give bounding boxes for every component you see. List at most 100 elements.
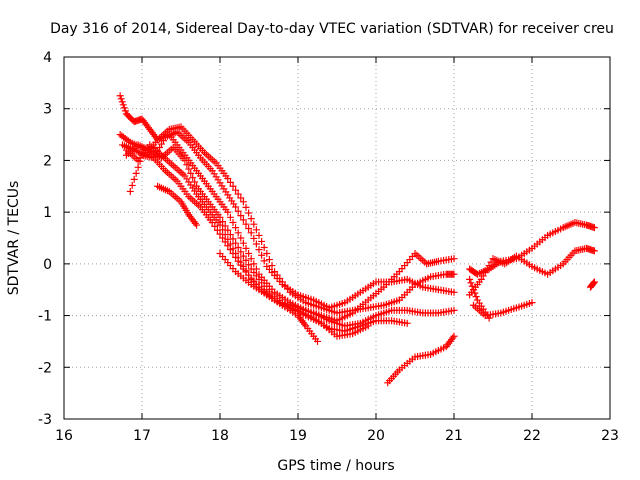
y-tick-label: 0 bbox=[43, 257, 52, 273]
data-point bbox=[468, 282, 476, 290]
data-point bbox=[265, 256, 273, 264]
data-point bbox=[189, 174, 197, 182]
data-point bbox=[237, 261, 245, 269]
x-axis-label: GPS time / hours bbox=[277, 458, 394, 474]
data-point bbox=[232, 253, 240, 261]
data-point bbox=[130, 175, 138, 183]
data-point bbox=[117, 95, 125, 103]
data-point bbox=[250, 220, 258, 228]
data-point bbox=[191, 178, 199, 186]
data-point bbox=[258, 237, 266, 245]
data-point bbox=[237, 194, 245, 202]
x-tick-label: 21 bbox=[445, 428, 463, 444]
data-point bbox=[234, 207, 242, 215]
x-tick-label: 18 bbox=[211, 428, 229, 444]
data-point bbox=[232, 224, 240, 232]
x-tick-label: 16 bbox=[55, 428, 73, 444]
data-point bbox=[216, 213, 224, 221]
data-point bbox=[467, 279, 475, 287]
data-point bbox=[187, 169, 195, 177]
data-point bbox=[239, 198, 247, 206]
data-point bbox=[121, 107, 129, 115]
y-tick-label: -3 bbox=[38, 412, 52, 428]
data-point bbox=[268, 262, 276, 270]
data-point bbox=[260, 243, 268, 251]
data-point bbox=[590, 279, 598, 287]
y-axis-label: SDTVAR / TECUs bbox=[6, 181, 22, 296]
data-point bbox=[247, 215, 255, 223]
plot-frame bbox=[63, 56, 611, 420]
data-point bbox=[136, 157, 144, 165]
data-point bbox=[119, 101, 127, 109]
data-point bbox=[211, 222, 219, 230]
data-point bbox=[116, 92, 124, 100]
data-point bbox=[590, 224, 598, 232]
data-point bbox=[191, 219, 199, 227]
data-point bbox=[242, 220, 250, 228]
y-tick-label: 1 bbox=[43, 205, 52, 221]
data-point bbox=[245, 250, 253, 258]
data-point bbox=[245, 225, 253, 233]
series-track-14 bbox=[587, 278, 598, 291]
series-track-13 bbox=[466, 275, 493, 322]
data-point bbox=[234, 257, 242, 265]
x-tick-label: 23 bbox=[601, 428, 619, 444]
data-point bbox=[590, 278, 598, 286]
data-point bbox=[232, 203, 240, 211]
data-point bbox=[364, 322, 372, 330]
data-point bbox=[237, 248, 245, 256]
data-point bbox=[232, 186, 240, 194]
data-point bbox=[450, 270, 458, 278]
data-point bbox=[126, 187, 134, 195]
data-point bbox=[242, 256, 250, 264]
data-point bbox=[234, 190, 242, 198]
data-points bbox=[116, 92, 598, 387]
data-point bbox=[258, 251, 266, 259]
data-point bbox=[242, 203, 250, 211]
data-point bbox=[216, 221, 224, 229]
data-point bbox=[403, 319, 411, 327]
data-point bbox=[450, 288, 458, 296]
data-point bbox=[226, 178, 234, 186]
data-point bbox=[247, 229, 255, 237]
data-point bbox=[232, 239, 240, 247]
data-point bbox=[250, 234, 258, 242]
y-tick-label: -1 bbox=[38, 309, 52, 325]
chart-title: Day 316 of 2014, Sidereal Day-to-day VTE… bbox=[50, 21, 614, 37]
x-tick-labels: 16 17 18 19 20 21 22 23 bbox=[55, 428, 619, 444]
data-point bbox=[229, 182, 237, 190]
y-tick-label: 4 bbox=[43, 50, 52, 66]
data-point bbox=[226, 213, 234, 221]
data-point bbox=[245, 209, 253, 217]
x-tick-label: 22 bbox=[523, 428, 541, 444]
data-point bbox=[185, 165, 193, 173]
x-tick-label: 17 bbox=[133, 428, 151, 444]
data-point bbox=[449, 334, 457, 342]
data-point bbox=[263, 250, 271, 258]
data-point bbox=[237, 234, 245, 242]
data-point bbox=[224, 242, 232, 250]
data-point bbox=[590, 247, 598, 255]
data-point bbox=[471, 289, 479, 297]
data-point bbox=[450, 306, 458, 314]
data-point bbox=[234, 229, 242, 237]
y-tick-label: 2 bbox=[43, 153, 52, 169]
data-point bbox=[221, 238, 229, 246]
data-point bbox=[252, 226, 260, 234]
y-tick-labels: -3 -2 -1 0 1 2 3 4 bbox=[38, 50, 52, 428]
x-tick-label: 20 bbox=[367, 428, 385, 444]
data-point bbox=[229, 218, 237, 226]
y-tick-label: 3 bbox=[43, 102, 52, 118]
data-point bbox=[132, 169, 140, 177]
data-point bbox=[466, 275, 474, 283]
data-point bbox=[234, 243, 242, 251]
data-point bbox=[239, 239, 247, 247]
data-point bbox=[134, 163, 142, 171]
data-point bbox=[252, 240, 260, 248]
series-track-1 bbox=[116, 92, 458, 317]
data-point bbox=[120, 104, 128, 112]
data-point bbox=[181, 156, 189, 164]
data-point bbox=[247, 255, 255, 263]
data-point bbox=[224, 208, 232, 216]
